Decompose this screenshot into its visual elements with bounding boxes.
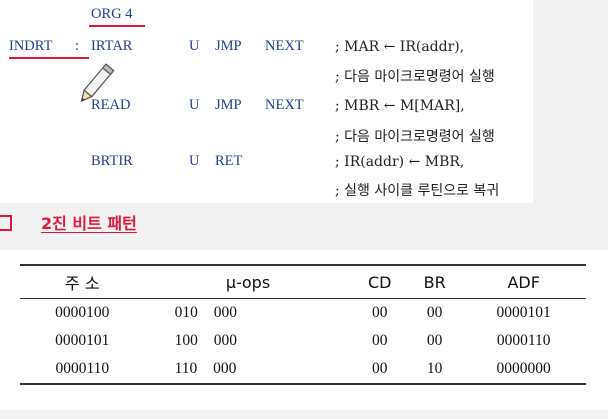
cell-cd: 00 [371, 332, 388, 349]
cell-br: 10 [407, 355, 462, 385]
cell-micro-ops: 110 000 [144, 355, 352, 385]
cell-micro-ops: 100 000 [174, 332, 237, 349]
table-header-row: 주 소 μ-ops CD BR ADF [20, 264, 586, 299]
code-address: NEXT [265, 38, 304, 54]
code-symbol: BRTIR [91, 153, 133, 169]
column-header-address: 주 소 [20, 264, 145, 299]
cell-br: 00 [426, 332, 443, 349]
code-comment: ; 실행 사이클 루틴으로 복귀 [335, 183, 500, 199]
code-comment: ; MBR ← M[MAR], [335, 98, 465, 114]
cell-address: 0000110 [20, 355, 145, 385]
org-underline [89, 25, 145, 27]
code-condition: U [189, 97, 200, 113]
column-header-cd: CD [351, 264, 408, 299]
code-branch: RET [215, 153, 243, 169]
cell-address: 0000100 [55, 304, 110, 321]
table-row: 0000110 110 000 00 10 0000000 [20, 355, 586, 385]
code-comment: ; 다음 마이크로명령어 실행 [335, 129, 495, 145]
microprogram-code-box: ORG 4 INDRT : IRTAR U JMP NEXT ; MAR ← I… [0, 0, 533, 203]
bit-pattern-table: 주 소 μ-ops CD BR ADF 0000100 010 000 00 0… [20, 264, 586, 385]
cell-adf: 0000000 [461, 355, 586, 385]
cell-br: 00 [426, 304, 443, 321]
org-directive: ORG 4 [91, 6, 133, 22]
code-symbol: IRTAR [91, 38, 133, 54]
bit-pattern-panel: 주 소 μ-ops CD BR ADF 0000100 010 000 00 0… [0, 250, 608, 410]
label-underline [9, 57, 89, 59]
cell-cd: 00 [371, 304, 388, 321]
section-title: 2진 비트 패턴 [41, 214, 137, 233]
code-symbol: READ [91, 97, 131, 113]
code-condition: U [189, 153, 200, 169]
code-comment: ; 다음 마이크로명령어 실행 [335, 69, 495, 85]
cell-address: 0000101 [55, 332, 110, 349]
cell-micro-ops: 010 000 [174, 304, 237, 321]
label-colon: : [75, 38, 80, 54]
routine-label: INDRT [9, 38, 53, 54]
column-header-micro-ops: μ-ops [144, 264, 352, 299]
table-row: 0000101 100 000 00 00 0000110 [20, 327, 586, 355]
code-comment: ; IR(addr) ← MBR, [335, 154, 465, 170]
pencil-icon [80, 63, 115, 103]
column-header-adf: ADF [461, 264, 586, 299]
cell-adf: 0000101 [496, 304, 551, 321]
column-header-br: BR [407, 264, 462, 299]
table-row: 0000100 010 000 00 00 0000101 [20, 299, 586, 328]
code-address: NEXT [265, 97, 304, 113]
code-condition: U [189, 38, 200, 54]
code-branch: JMP [215, 38, 242, 54]
cell-cd: 00 [351, 355, 408, 385]
cell-adf: 0000110 [496, 332, 551, 349]
section-bullet-icon [0, 215, 12, 231]
code-comment: ; MAR ← IR(addr), [335, 39, 465, 55]
code-branch: JMP [215, 97, 242, 113]
